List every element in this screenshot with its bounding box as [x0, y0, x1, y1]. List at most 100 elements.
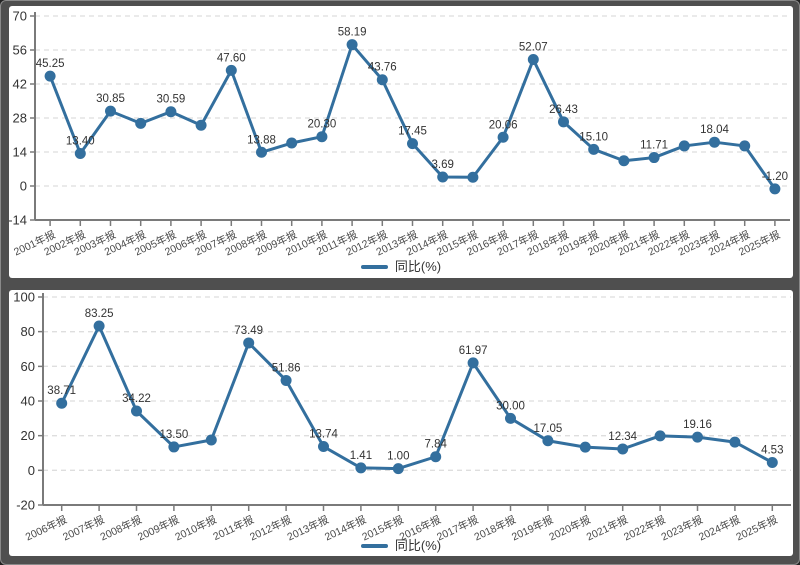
data-point-label: 15.10: [579, 131, 608, 143]
legend-label: 同比(%): [394, 259, 442, 274]
data-point[interactable]: [376, 74, 388, 86]
legend-line-swatch: [360, 543, 388, 548]
data-point[interactable]: [527, 54, 539, 66]
series-line: [48, 43, 777, 191]
data-point-label: 34.22: [122, 393, 151, 405]
data-point[interactable]: [205, 434, 217, 446]
data-point-label: 20.06: [489, 119, 518, 131]
data-point[interactable]: [44, 70, 56, 82]
data-point[interactable]: [346, 39, 358, 51]
data-point-label: 47.60: [217, 52, 246, 64]
data-point-label: 20.30: [308, 119, 337, 131]
data-point[interactable]: [225, 64, 237, 76]
data-point[interactable]: [766, 456, 778, 468]
data-point[interactable]: [407, 138, 418, 150]
data-point-label: 26.43: [549, 104, 578, 116]
data-point-label: 61.97: [459, 345, 488, 357]
data-point[interactable]: [195, 119, 207, 131]
data-point[interactable]: [93, 320, 105, 332]
data-point[interactable]: [280, 374, 292, 386]
data-point[interactable]: [355, 462, 367, 474]
data-point-label: 51.86: [272, 362, 301, 374]
data-point[interactable]: [558, 116, 569, 128]
top-chart-legend[interactable]: 同比(%): [9, 260, 793, 273]
data-point-label: 17.45: [398, 126, 427, 138]
data-point[interactable]: [497, 131, 509, 143]
data-point-label: 52.07: [519, 42, 548, 54]
data-point[interactable]: [739, 140, 751, 152]
data-point-label: 1.41: [350, 450, 372, 462]
data-point-label: 19.16: [683, 419, 712, 431]
legend-line-swatch: [360, 264, 388, 269]
data-point-label: 1.00: [387, 451, 409, 463]
data-point[interactable]: [692, 431, 703, 443]
data-point[interactable]: [135, 117, 147, 129]
data-point[interactable]: [243, 337, 255, 349]
data-point-label: 7.84: [425, 439, 448, 451]
data-point-label: 17.05: [534, 423, 563, 435]
data-point[interactable]: [286, 137, 298, 149]
data-point[interactable]: [165, 106, 177, 118]
data-point[interactable]: [617, 443, 629, 455]
data-point[interactable]: [105, 105, 116, 117]
data-point[interactable]: [318, 441, 329, 453]
data-point-label: 18.04: [700, 124, 729, 136]
panel-divider: [9, 278, 791, 290]
y-axis-tick-label: 40: [21, 394, 35, 409]
data-point[interactable]: [430, 451, 442, 463]
data-point[interactable]: [678, 140, 690, 152]
data-point[interactable]: [392, 463, 404, 475]
data-point[interactable]: [316, 131, 328, 143]
data-point-label: 13.74: [309, 429, 338, 441]
data-point-label: 13.88: [247, 134, 276, 146]
data-point[interactable]: [467, 357, 479, 369]
data-point-label: 30.00: [496, 400, 525, 412]
y-axis-tick-label: 0: [20, 179, 27, 194]
data-point[interactable]: [74, 147, 86, 159]
y-axis-tick-label: 60: [21, 359, 35, 374]
data-point-label: 4.53: [761, 444, 783, 456]
y-axis-tick-label: 14: [13, 145, 27, 160]
y-axis-tick-label: 20: [21, 428, 35, 443]
data-point[interactable]: [168, 441, 180, 453]
y-axis-tick-label: 80: [21, 324, 35, 339]
data-point-label: 58.19: [338, 27, 367, 39]
data-point[interactable]: [579, 441, 591, 453]
data-point-label: 38.71: [47, 385, 76, 397]
data-point-label: 30.85: [96, 93, 125, 105]
y-axis-tick-label: 42: [13, 77, 27, 92]
data-point-label: 11.71: [640, 140, 668, 152]
y-axis-tick-label: -20: [16, 498, 35, 513]
data-point[interactable]: [467, 171, 479, 183]
y-axis-tick-label: 70: [13, 9, 27, 24]
data-point[interactable]: [654, 430, 666, 442]
data-point[interactable]: [648, 152, 660, 164]
data-point-label: 12.34: [608, 431, 637, 443]
data-point[interactable]: [709, 136, 720, 148]
data-point[interactable]: [542, 435, 554, 447]
data-point-label: 45.25: [36, 58, 65, 70]
data-point[interactable]: [256, 146, 267, 158]
data-point-label: 30.59: [157, 94, 186, 106]
data-point-label: 83.25: [85, 308, 114, 320]
bottom-chart-panel: 100 80 60 40 20 0 -20 2006年报 2007年报 2008年报 2009年报 2…: [9, 290, 793, 556]
data-point[interactable]: [505, 412, 516, 424]
bottom-yoy-line-chart: 100806040200-202006年报2007年报2008年报2009年报2…: [13, 290, 791, 543]
data-point[interactable]: [769, 183, 781, 195]
bottom-chart-legend[interactable]: 同比(%): [9, 539, 793, 552]
data-point[interactable]: [588, 143, 600, 155]
data-point-label: -1.20: [762, 171, 788, 183]
data-point-label: 13.50: [160, 429, 189, 441]
data-point[interactable]: [437, 171, 449, 183]
y-axis-tick-label: -14: [9, 213, 27, 228]
series-line: [60, 324, 774, 471]
data-point[interactable]: [618, 155, 630, 167]
data-point[interactable]: [729, 436, 741, 448]
y-axis-tick-label: 100: [13, 290, 35, 305]
data-point[interactable]: [56, 397, 68, 409]
data-point[interactable]: [131, 405, 142, 417]
data-point-label: 13.40: [66, 135, 95, 147]
top-yoy-line-chart: 70564228140-142001年报2002年报2003年报2004年报20…: [9, 9, 790, 258]
data-point-label: 43.76: [368, 62, 397, 74]
